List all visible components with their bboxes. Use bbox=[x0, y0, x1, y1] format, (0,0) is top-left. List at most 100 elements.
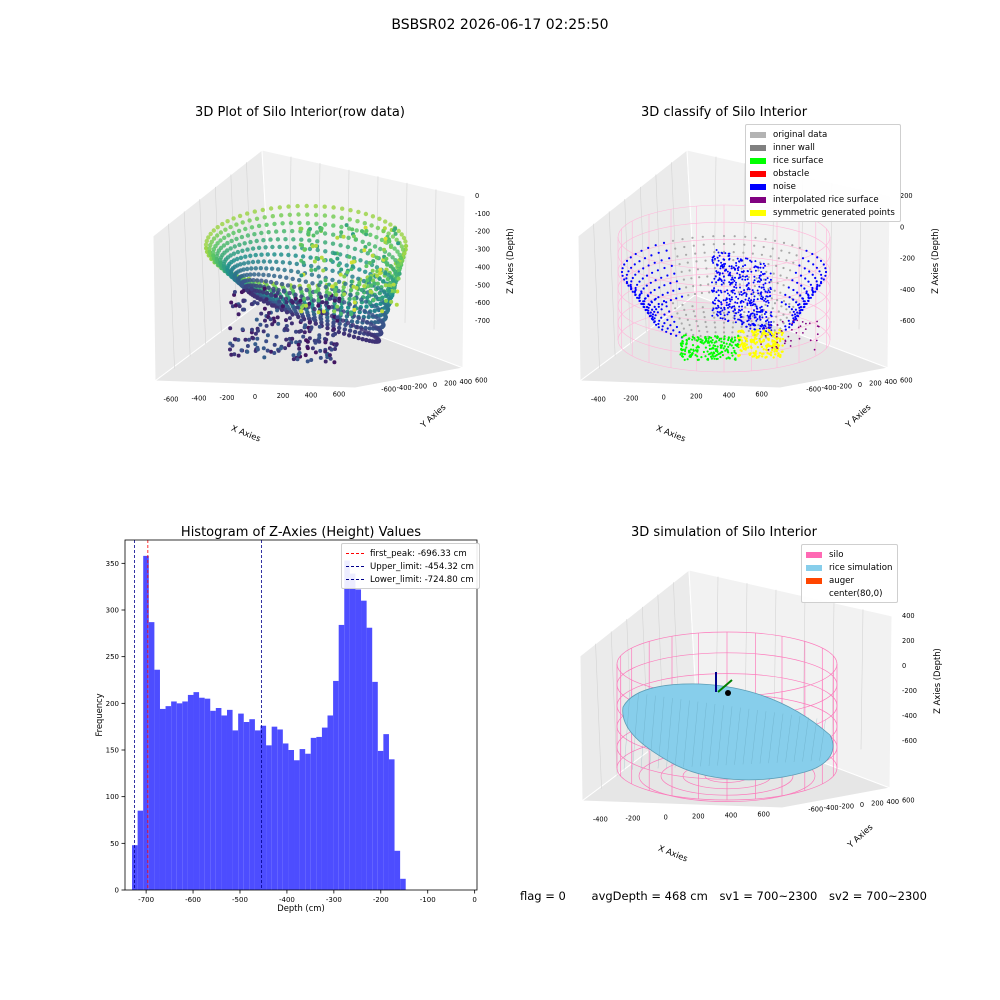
raw-grid-line bbox=[288, 156, 292, 297]
cls-point bbox=[734, 301, 737, 304]
cls-point bbox=[757, 356, 760, 359]
raw-point bbox=[398, 255, 404, 261]
cls-point bbox=[746, 278, 749, 281]
raw-point bbox=[331, 321, 336, 326]
cls-point bbox=[686, 318, 689, 321]
cls-point bbox=[748, 315, 751, 318]
cls-point bbox=[757, 292, 760, 295]
cls-point bbox=[711, 338, 714, 342]
raw-point bbox=[360, 337, 365, 342]
cls-point bbox=[721, 309, 724, 312]
raw-point bbox=[257, 289, 262, 294]
cls-point bbox=[670, 264, 673, 267]
cls-point bbox=[773, 344, 776, 348]
raw-point bbox=[250, 327, 254, 332]
cls-point bbox=[705, 325, 708, 328]
cls-ytick: 400 bbox=[885, 378, 898, 386]
cls-point bbox=[720, 283, 723, 286]
raw-point bbox=[368, 276, 373, 281]
cls-point bbox=[681, 340, 684, 343]
cls-point bbox=[702, 243, 705, 246]
cls-point bbox=[715, 249, 718, 251]
raw-point bbox=[322, 258, 327, 263]
raw-point bbox=[280, 221, 285, 226]
cls-point bbox=[695, 320, 698, 323]
raw-point bbox=[400, 247, 406, 252]
cls-point bbox=[788, 296, 791, 299]
raw-point bbox=[299, 237, 304, 242]
cls-point bbox=[688, 269, 691, 272]
cls-point bbox=[696, 325, 700, 328]
cls-point bbox=[736, 302, 739, 304]
cls-point bbox=[777, 331, 780, 335]
raw-point bbox=[263, 279, 269, 284]
hist-bar bbox=[321, 727, 328, 890]
raw-point bbox=[299, 273, 304, 278]
cls-point bbox=[766, 304, 769, 307]
raw-point bbox=[323, 284, 328, 290]
raw-ytick: -200 bbox=[412, 382, 427, 390]
hist-bars bbox=[132, 555, 406, 890]
cls-point bbox=[730, 267, 733, 270]
cls-point bbox=[751, 322, 754, 325]
cls-point bbox=[769, 324, 771, 326]
raw-point bbox=[239, 234, 245, 240]
cls-point bbox=[669, 324, 672, 327]
cls-point bbox=[741, 322, 744, 325]
cls-point bbox=[723, 279, 726, 282]
cls-point bbox=[736, 257, 739, 260]
cls-point bbox=[623, 278, 626, 281]
cls-point bbox=[717, 251, 720, 254]
cls-point bbox=[653, 298, 656, 301]
cls-point bbox=[763, 288, 766, 291]
cls-point bbox=[795, 317, 798, 320]
cls-point bbox=[729, 282, 732, 285]
raw-point bbox=[244, 272, 250, 278]
raw-point bbox=[354, 286, 359, 290]
raw-point bbox=[364, 232, 369, 237]
cls-point bbox=[712, 344, 715, 347]
hist-bar bbox=[333, 680, 339, 890]
raw-point bbox=[298, 286, 303, 291]
cls-point bbox=[719, 317, 722, 320]
raw-point bbox=[204, 238, 209, 244]
raw-point bbox=[277, 244, 282, 250]
cls-point bbox=[692, 348, 695, 351]
raw-point bbox=[256, 245, 262, 250]
cls-point bbox=[656, 269, 660, 272]
raw-point bbox=[298, 298, 303, 303]
raw-point bbox=[291, 284, 297, 289]
legend-label: auger bbox=[829, 575, 854, 586]
cls-point bbox=[654, 314, 657, 317]
raw-point bbox=[292, 245, 297, 250]
cls-point bbox=[648, 303, 652, 307]
raw-point bbox=[276, 321, 281, 326]
cls-point bbox=[779, 291, 782, 294]
sim-ztick: 0 bbox=[902, 662, 906, 670]
cls-point bbox=[764, 311, 767, 313]
cls-point bbox=[759, 340, 762, 344]
cls-point bbox=[759, 306, 762, 309]
cls-point bbox=[742, 265, 744, 268]
legend-swatch bbox=[346, 553, 364, 554]
cls-point bbox=[755, 334, 758, 337]
legend-swatch bbox=[806, 590, 822, 597]
raw-point bbox=[255, 336, 260, 341]
cls-point bbox=[653, 321, 656, 324]
cls-point bbox=[757, 269, 760, 272]
raw-point bbox=[277, 205, 282, 210]
raw-point bbox=[240, 220, 245, 225]
raw-point bbox=[375, 285, 381, 291]
cls-point bbox=[717, 278, 720, 281]
cls-point bbox=[657, 326, 660, 329]
raw-point bbox=[333, 347, 337, 351]
raw-point bbox=[336, 288, 341, 294]
cls-point bbox=[747, 286, 750, 289]
raw-point bbox=[387, 239, 392, 244]
cls-point bbox=[775, 350, 778, 353]
raw-point bbox=[331, 232, 336, 237]
legend-entry: rice simulation bbox=[806, 561, 892, 574]
cls-point bbox=[669, 299, 673, 302]
raw-point bbox=[237, 213, 243, 219]
cls-point bbox=[761, 324, 764, 327]
